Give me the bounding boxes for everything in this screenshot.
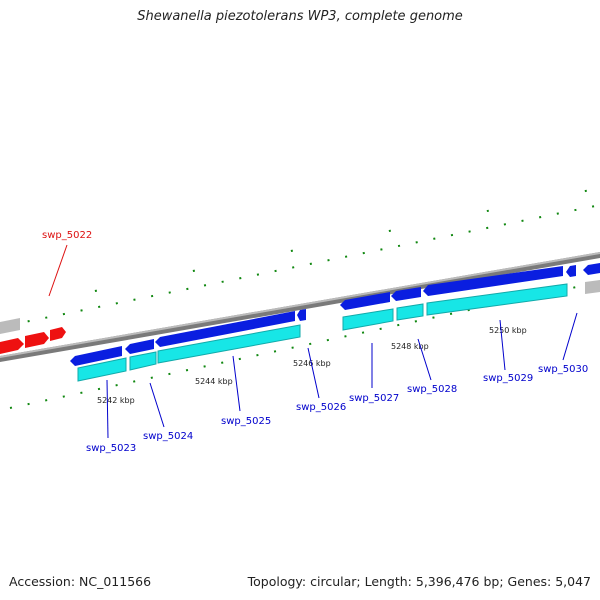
gene-red-2 (25, 332, 49, 348)
gene-label-swp_5025: swp_5025 (221, 416, 271, 427)
tick-label-5242: 5242 kbp (97, 396, 135, 405)
gene-5023-arrow (70, 346, 122, 366)
cds-row-forward (77, 280, 600, 382)
gene-label-swp_5026: swp_5026 (296, 402, 346, 413)
gene-row-left (0, 318, 66, 354)
gene-label-swp_5030: swp_5030 (538, 364, 588, 375)
gene-label-swp_5028: swp_5028 (407, 384, 457, 395)
gene-red-3 (50, 327, 66, 341)
gene-red-1 (0, 338, 24, 354)
gene-5025-arrow (155, 311, 295, 347)
gene-label-swp_5023: swp_5023 (86, 443, 136, 454)
gene-label-swp_5029: swp_5029 (483, 373, 533, 384)
tick-label-5248: 5248 kbp (391, 342, 429, 351)
gene-leader-lines (48, 244, 578, 439)
gene-5024-arrow (125, 339, 154, 354)
gene-label-swp_5027: swp_5027 (349, 393, 399, 404)
gene-5028-arrow (391, 287, 421, 301)
gene-5029-arrow (423, 266, 563, 296)
gene-5030-arrow (566, 265, 576, 277)
gene-5027-arrow (340, 292, 390, 310)
gene-5026-arrow (297, 309, 306, 321)
genome-backbone (0, 252, 600, 362)
tick-label-5250: 5250 kbp (489, 326, 527, 335)
gene-next-arrow (583, 263, 600, 275)
genome-title: Shewanella piezotolerans WP3, complete g… (137, 9, 463, 24)
genome-summary-text: Topology: circular; Length: 5,396,476 bp… (247, 574, 591, 589)
gene-grey-left (0, 318, 20, 334)
gene-label-swp_5022: swp_5022 (42, 230, 92, 241)
accession-text: Accession: NC_011566 (9, 574, 152, 589)
gene-row-forward (70, 263, 600, 366)
tick-label-5244: 5244 kbp (195, 377, 233, 386)
gene-label-swp_5024: swp_5024 (143, 431, 193, 442)
gene-labels: swp_5022 swp_5023 swp_5024 swp_5025 swp_… (42, 230, 588, 454)
